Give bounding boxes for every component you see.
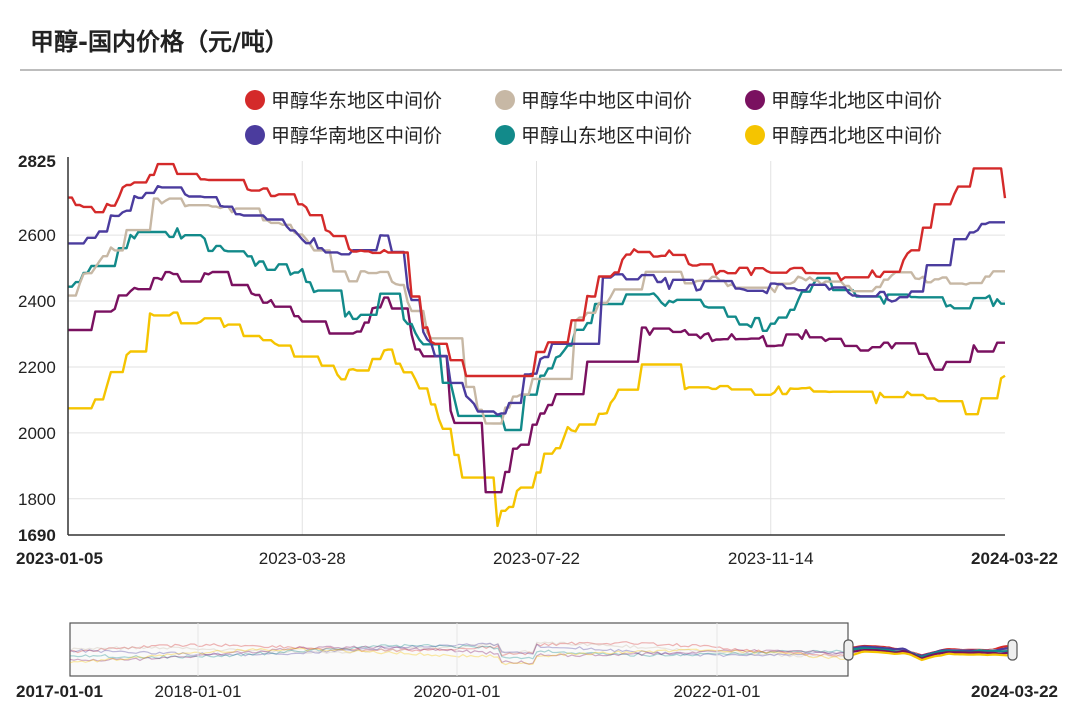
navigator-tick-label: 2018-01-01 (155, 682, 242, 701)
legend-item-east[interactable]: 甲醇华东地区中间价 (245, 86, 442, 113)
navigator-history-line (69, 641, 849, 658)
navigator-selected-line (847, 647, 1013, 659)
navigator-right-handle[interactable] (1007, 639, 1018, 661)
y-tick-label: 2200 (18, 358, 56, 377)
x-tick-label: 2024-03-22 (971, 549, 1058, 568)
navigator-selected-line (847, 648, 1013, 660)
legend-swatch (245, 89, 265, 110)
navigator-tick-label: 2024-03-22 (971, 682, 1058, 701)
legend-label: 甲醇华南地区中间价 (271, 125, 443, 147)
y-tick-label: 2600 (18, 226, 56, 245)
legend-item-shandong[interactable]: 甲醇山东地区中间价 (495, 121, 692, 148)
legend-label: 甲醇华北地区中间价 (771, 90, 943, 112)
series-line (68, 227, 1005, 432)
series-line (68, 311, 1006, 528)
legend-swatch (245, 124, 265, 145)
legend-swatch (745, 124, 765, 145)
x-tick-label: 2023-03-28 (259, 549, 346, 568)
navigator-left-handle[interactable] (843, 639, 854, 661)
y-tick-label: 1800 (18, 490, 56, 509)
legend-label: 甲醇山东地区中间价 (521, 125, 693, 147)
navigator-tick-label: 2020-01-01 (414, 682, 501, 701)
legend-swatch (495, 124, 515, 145)
grid-lines (68, 161, 1005, 535)
navigator-history-line (69, 645, 848, 665)
y-tick-label: 2825 (18, 152, 56, 171)
range-navigator: 2017-01-01 2018-01-01 2020-01-01 2022-01-01… (16, 622, 1058, 701)
title-divider (20, 69, 1062, 71)
navigator-selected-line (847, 650, 1013, 662)
legend-label: 甲醇西北地区中间价 (771, 125, 943, 147)
series-line (68, 162, 1007, 378)
navigator-history-line (69, 647, 849, 666)
navigator-frame[interactable] (69, 622, 849, 677)
page-title: 甲醇-国内价格（元/吨） (30, 28, 289, 56)
legend-label: 甲醇华中地区中间价 (521, 90, 693, 112)
series-lines (68, 162, 1007, 528)
legend-item-north[interactable]: 甲醇华北地区中间价 (745, 86, 942, 113)
legend-swatch (495, 89, 515, 110)
x-tick-label: 2023-11-14 (728, 549, 814, 568)
y-axis: 1690 1800 2000 2200 2400 2600 2825 (18, 152, 69, 545)
navigator-history-line (69, 642, 849, 658)
navigator-tick-label: 2022-01-01 (674, 682, 761, 701)
legend-label: 甲醇华东地区中间价 (271, 90, 443, 112)
x-axis: 2023-01-05 2023-03-28 2023-07-22 2023-11-14… (16, 534, 1058, 568)
series-line (68, 184, 1005, 416)
y-tick-label: 2000 (18, 424, 56, 443)
x-tick-label: 2023-01-05 (16, 549, 103, 568)
legend-item-south[interactable]: 甲醇华南地区中间价 (245, 121, 442, 148)
y-tick-label: 2400 (18, 292, 56, 311)
legend-swatch (745, 89, 765, 110)
x-tick-label: 2023-07-22 (493, 549, 580, 568)
series-line (68, 270, 1005, 494)
legend-item-northwest[interactable]: 甲醇西北地区中间价 (745, 121, 942, 148)
navigator-history-line (69, 641, 849, 657)
y-tick-label: 1690 (18, 526, 56, 545)
navigator-history-line (70, 643, 849, 660)
navigator-tick-label: 2017-01-01 (16, 682, 103, 701)
legend-item-central[interactable]: 甲醇华中地区中间价 (495, 86, 692, 113)
